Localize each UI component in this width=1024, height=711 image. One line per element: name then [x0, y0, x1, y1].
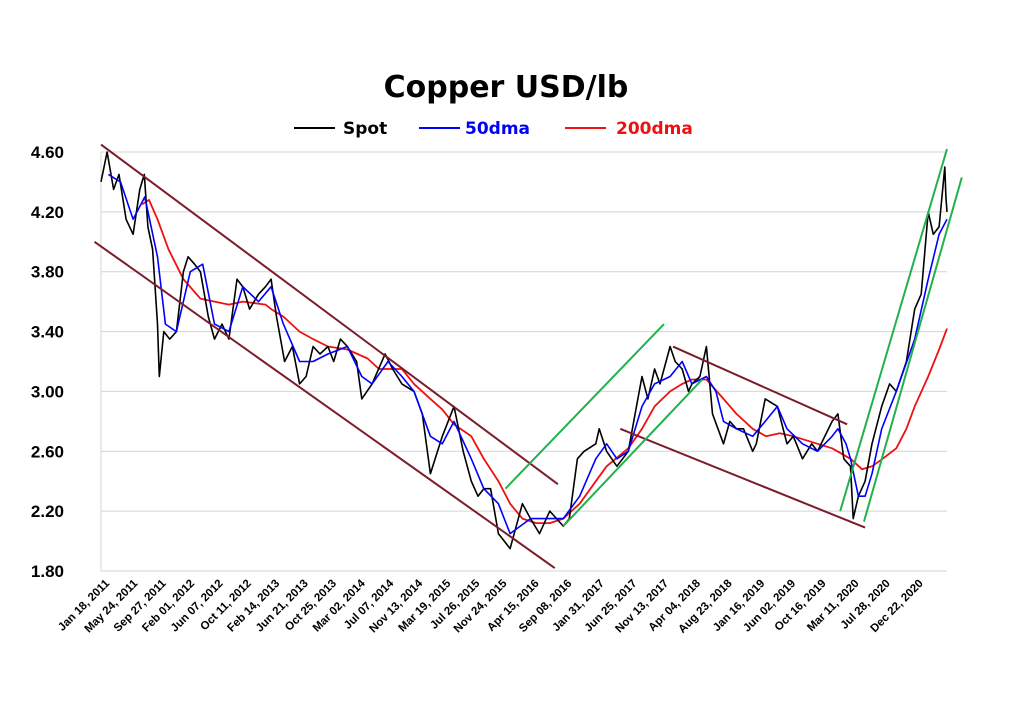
- trend-line: [562, 378, 703, 527]
- legend-200dma-label: 200dma: [616, 119, 693, 139]
- trend-channels: [93, 143, 963, 569]
- y-axis-ticks: 4.60 4.20 3.80 3.40 3.00 2.60 2.20 1.80: [31, 143, 64, 581]
- trend-line: [672, 345, 848, 426]
- trend-line: [93, 240, 556, 569]
- y-tick-label: 1.80: [31, 562, 64, 581]
- y-tick-label: 4.60: [31, 143, 64, 162]
- trend-line: [863, 177, 963, 522]
- trend-line: [839, 148, 948, 512]
- y-tick-label: 3.80: [31, 263, 64, 282]
- y-tick-label: 2.20: [31, 502, 64, 521]
- legend: Spot 50dma 200dma: [294, 119, 693, 139]
- legend-50dma-label: 50dma: [465, 119, 530, 139]
- trend-line: [100, 143, 559, 486]
- y-tick-label: 3.40: [31, 323, 64, 342]
- chart-title: Copper USD/lb: [384, 70, 629, 105]
- trend-line: [504, 323, 665, 490]
- y-tick-label: 2.60: [31, 442, 64, 461]
- grid-lines: [100, 151, 947, 572]
- series-line-200dma: [141, 199, 948, 524]
- series-line-50dma: [107, 173, 948, 535]
- legend-spot-label: Spot: [343, 119, 387, 139]
- y-tick-label: 4.20: [31, 203, 64, 222]
- y-tick-label: 3.00: [31, 382, 64, 401]
- trend-line: [619, 427, 866, 529]
